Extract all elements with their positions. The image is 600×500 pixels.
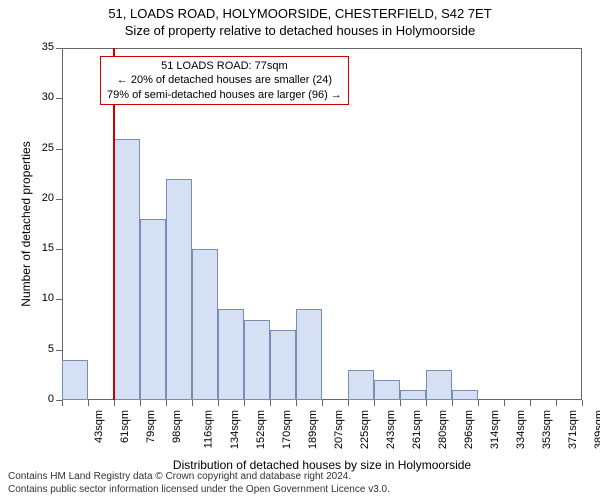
x-tick-mark — [426, 400, 427, 406]
x-tick-label: 280sqm — [437, 410, 449, 449]
y-tick-mark — [56, 199, 62, 200]
y-tick-label: 5 — [32, 343, 54, 355]
y-axis-label: Number of detached properties — [19, 124, 33, 324]
property-info-box: 51 LOADS ROAD: 77sqm← 20% of detached ho… — [100, 56, 349, 105]
histogram-bar — [114, 139, 140, 400]
histogram-bar — [374, 380, 400, 400]
histogram-bar — [400, 390, 426, 400]
x-tick-mark — [452, 400, 453, 406]
x-tick-mark — [296, 400, 297, 406]
x-tick-mark — [400, 400, 401, 406]
footer-line1: Contains HM Land Registry data © Crown c… — [8, 470, 390, 483]
x-tick-label: 389sqm — [593, 410, 600, 449]
x-tick-label: 371sqm — [567, 410, 579, 449]
histogram-bar — [270, 330, 296, 400]
footer-attribution: Contains HM Land Registry data © Crown c… — [8, 470, 390, 496]
histogram-bar — [296, 309, 322, 400]
x-tick-mark — [504, 400, 505, 406]
x-tick-label: 261sqm — [411, 410, 423, 449]
x-tick-mark — [192, 400, 193, 406]
y-tick-mark — [56, 249, 62, 250]
info-line2: ← 20% of detached houses are smaller (24… — [107, 73, 342, 87]
histogram-bar — [426, 370, 452, 400]
y-tick-mark — [56, 98, 62, 99]
x-tick-mark — [166, 400, 167, 406]
y-tick-mark — [56, 350, 62, 351]
x-tick-label: 189sqm — [307, 410, 319, 449]
x-tick-mark — [582, 400, 583, 406]
x-tick-label: 79sqm — [145, 410, 157, 443]
x-tick-mark — [374, 400, 375, 406]
x-tick-mark — [140, 400, 141, 406]
x-tick-label: 243sqm — [385, 410, 397, 449]
x-tick-mark — [322, 400, 323, 406]
x-tick-mark — [62, 400, 63, 406]
y-tick-label: 0 — [32, 393, 54, 405]
x-tick-label: 116sqm — [202, 410, 214, 448]
histogram-bar — [348, 370, 374, 400]
histogram-bar — [192, 249, 218, 400]
histogram-bar — [140, 219, 166, 400]
histogram-bar — [244, 320, 270, 400]
x-tick-label: 43sqm — [93, 410, 105, 443]
x-tick-mark — [244, 400, 245, 406]
x-tick-label: 98sqm — [171, 410, 183, 443]
x-tick-label: 296sqm — [463, 410, 475, 449]
y-tick-label: 25 — [32, 142, 54, 154]
x-tick-mark — [218, 400, 219, 406]
x-tick-mark — [556, 400, 557, 406]
info-line3: 79% of semi-detached houses are larger (… — [107, 88, 342, 102]
info-line1: 51 LOADS ROAD: 77sqm — [107, 59, 342, 73]
x-tick-mark — [478, 400, 479, 406]
y-tick-label: 10 — [32, 292, 54, 304]
title-sub: Size of property relative to detached ho… — [0, 21, 600, 38]
x-tick-label: 353sqm — [541, 410, 553, 449]
y-tick-label: 30 — [32, 91, 54, 103]
x-tick-label: 170sqm — [281, 410, 293, 449]
x-tick-mark — [114, 400, 115, 406]
x-tick-label: 314sqm — [489, 410, 501, 449]
x-tick-mark — [348, 400, 349, 406]
title-main: 51, LOADS ROAD, HOLYMOORSIDE, CHESTERFIE… — [0, 0, 600, 21]
histogram-bar — [166, 179, 192, 400]
y-tick-label: 15 — [32, 242, 54, 254]
x-tick-label: 207sqm — [333, 410, 345, 449]
histogram-bar — [452, 390, 478, 400]
y-tick-mark — [56, 48, 62, 49]
x-tick-label: 225sqm — [359, 410, 371, 449]
x-tick-mark — [88, 400, 89, 406]
y-tick-label: 20 — [32, 192, 54, 204]
x-tick-label: 134sqm — [229, 410, 241, 449]
histogram-bar — [62, 360, 88, 400]
x-tick-mark — [270, 400, 271, 406]
x-tick-label: 152sqm — [255, 410, 267, 449]
histogram-bar — [218, 309, 244, 400]
y-tick-label: 35 — [32, 41, 54, 53]
x-tick-mark — [530, 400, 531, 406]
y-tick-mark — [56, 149, 62, 150]
footer-line2: Contains public sector information licen… — [8, 483, 390, 496]
x-tick-label: 61sqm — [119, 410, 131, 443]
x-tick-label: 334sqm — [515, 410, 527, 449]
y-tick-mark — [56, 299, 62, 300]
